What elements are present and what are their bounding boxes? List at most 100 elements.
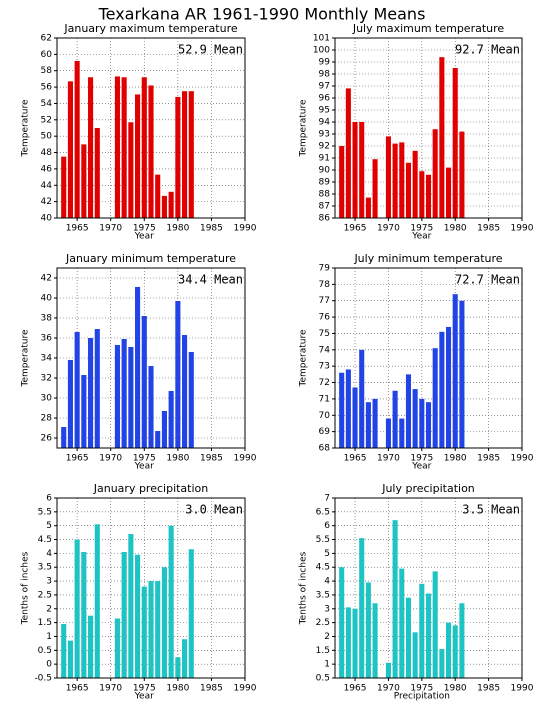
bar bbox=[339, 567, 345, 678]
y-tick-label: 4.5 bbox=[38, 535, 52, 545]
bar bbox=[345, 607, 351, 678]
y-tick-label: 86 bbox=[319, 214, 331, 224]
bar bbox=[452, 625, 458, 678]
bar bbox=[412, 389, 418, 448]
x-tick-label: 1975 bbox=[133, 224, 156, 234]
y-tick-label: 89 bbox=[319, 178, 331, 188]
bar bbox=[74, 332, 80, 448]
bar bbox=[439, 331, 445, 448]
y-tick-label: 5.5 bbox=[316, 535, 330, 545]
chart-title: January maximum temperature bbox=[63, 22, 237, 35]
x-tick-label: 1985 bbox=[477, 224, 500, 234]
bar bbox=[445, 167, 452, 218]
x-tick-label: 1980 bbox=[166, 224, 189, 234]
y-tick-label: 7 bbox=[324, 494, 330, 504]
annotation: 3.0 Mean bbox=[185, 503, 243, 517]
y-axis-label: Temperature bbox=[299, 99, 309, 157]
bar bbox=[352, 608, 358, 678]
bar bbox=[148, 581, 154, 678]
bar bbox=[188, 549, 194, 678]
bar bbox=[135, 554, 141, 678]
bar bbox=[67, 360, 73, 448]
y-tick-label: 40 bbox=[41, 214, 53, 224]
y-tick-label: 28 bbox=[41, 414, 53, 424]
y-tick-label: 93 bbox=[319, 130, 330, 140]
bar bbox=[182, 335, 188, 448]
bar bbox=[135, 94, 141, 218]
y-tick-label: 1.5 bbox=[38, 618, 52, 628]
y-tick-label: 36 bbox=[41, 334, 53, 344]
x-tick-label: 1990 bbox=[511, 224, 534, 234]
y-tick-label: 6 bbox=[46, 494, 52, 504]
y-tick-label: 6.5 bbox=[316, 507, 330, 517]
bar bbox=[352, 387, 358, 448]
bar bbox=[94, 329, 100, 448]
x-tick-label: 1990 bbox=[234, 684, 257, 694]
y-tick-label: 91 bbox=[319, 154, 330, 164]
bar bbox=[141, 586, 147, 678]
bar bbox=[175, 301, 181, 448]
x-tick-label: 1970 bbox=[99, 224, 122, 234]
plot-frame bbox=[334, 497, 523, 679]
bar bbox=[114, 345, 120, 448]
y-tick-label: 99 bbox=[319, 58, 331, 68]
x-axis-label: Year bbox=[411, 462, 431, 472]
chart-title: July precipitation bbox=[381, 482, 475, 495]
bar bbox=[114, 618, 120, 678]
annotation: 34.4 Mean bbox=[178, 273, 243, 287]
y-tick-label: 74 bbox=[319, 345, 331, 355]
bar bbox=[445, 326, 452, 448]
bar bbox=[385, 418, 391, 448]
bar bbox=[114, 76, 120, 218]
y-tick-label: 98 bbox=[319, 70, 331, 80]
bar bbox=[161, 195, 167, 218]
bar bbox=[432, 129, 438, 218]
y-tick-label: 1 bbox=[46, 632, 52, 642]
bar bbox=[81, 144, 87, 218]
bar bbox=[345, 88, 351, 219]
bar bbox=[182, 91, 188, 218]
x-tick-label: 1985 bbox=[200, 684, 223, 694]
y-tick-label: 2 bbox=[46, 604, 52, 614]
bar bbox=[182, 639, 188, 678]
x-tick-label: 1985 bbox=[200, 224, 223, 234]
annotation: 3.5 Mean bbox=[462, 503, 520, 517]
bar bbox=[94, 524, 100, 678]
bar bbox=[399, 418, 405, 448]
x-axis-label: Year bbox=[134, 692, 154, 702]
bar bbox=[459, 300, 465, 448]
x-tick-label: 1970 bbox=[99, 684, 122, 694]
y-axis-label: Tenths of inches bbox=[21, 551, 31, 625]
bar bbox=[88, 77, 94, 218]
x-tick-label: 1990 bbox=[234, 454, 257, 464]
bar bbox=[372, 398, 378, 448]
y-axis-label: Temperature bbox=[21, 99, 31, 157]
y-tick-label: -0.5 bbox=[34, 674, 52, 684]
bar bbox=[141, 316, 147, 448]
y-tick-label: 73 bbox=[319, 362, 330, 372]
x-tick-label: 1990 bbox=[511, 454, 534, 464]
x-axis-label: Year bbox=[134, 462, 154, 472]
y-tick-label: 101 bbox=[313, 34, 330, 44]
bar bbox=[148, 85, 154, 218]
x-tick-label: 1970 bbox=[377, 684, 400, 694]
bar bbox=[339, 372, 345, 448]
x-tick-label: 1965 bbox=[66, 454, 89, 464]
bar bbox=[74, 60, 80, 219]
bar bbox=[359, 349, 365, 448]
y-tick-label: 4 bbox=[46, 549, 52, 559]
bar bbox=[412, 632, 418, 678]
x-tick-label: 1990 bbox=[511, 684, 534, 694]
plot-frame bbox=[56, 497, 246, 679]
x-axis-label: Year bbox=[134, 232, 154, 242]
bar bbox=[405, 162, 412, 218]
y-tick-label: 62 bbox=[41, 34, 52, 44]
bar bbox=[359, 122, 365, 218]
chart-title: January minimum temperature bbox=[65, 252, 236, 265]
x-tick-label: 1975 bbox=[410, 454, 433, 464]
bar bbox=[161, 411, 167, 448]
x-tick-label: 1985 bbox=[477, 454, 500, 464]
y-tick-label: 30 bbox=[41, 394, 53, 404]
annotation: 52.9 Mean bbox=[178, 43, 243, 57]
bar bbox=[392, 143, 398, 218]
